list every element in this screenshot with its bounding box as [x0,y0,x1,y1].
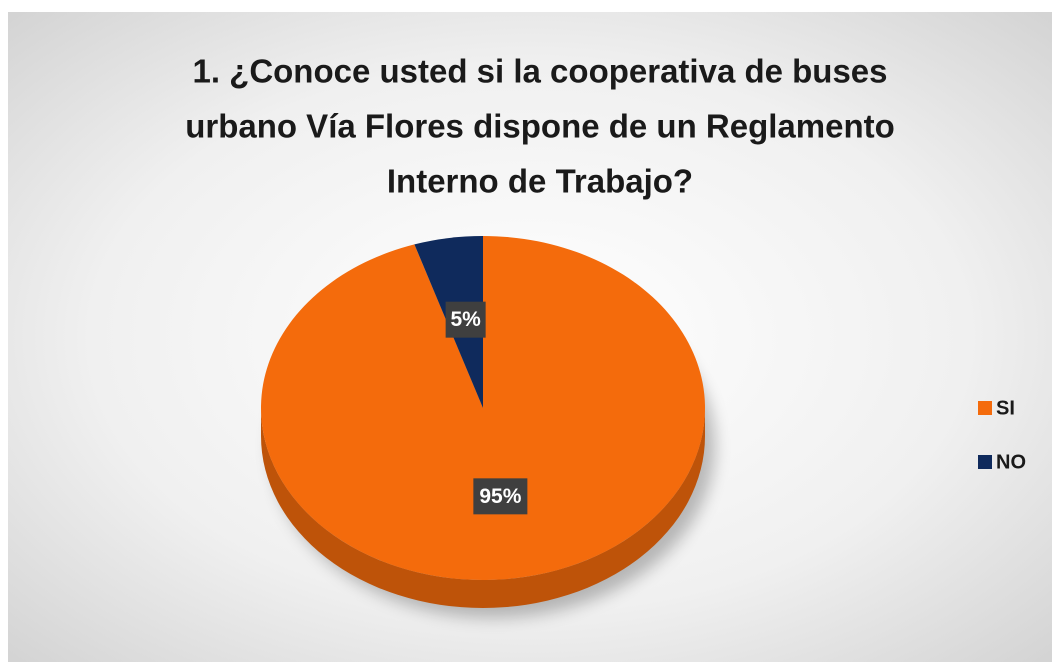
title-line: 1. ¿Conoce usted si la cooperativa de bu… [192,53,887,90]
data-label-box [473,478,528,515]
pie-slice [261,236,706,580]
title-line: Interno de Trabajo? [387,163,693,200]
pie: 95% 5% [261,236,715,618]
legend-label: SI [996,397,1015,419]
pie-side [261,408,705,608]
legend-label: NO [996,451,1026,473]
data-label: 95% [479,485,521,508]
legend: SI NO [978,397,1026,473]
data-label: 5% [450,308,481,331]
legend-swatch [978,455,992,469]
legend-swatch [978,401,992,415]
title-line: urbano Vía Flores dispone de un Reglamen… [185,108,895,145]
chart-title: 1. ¿Conoce usted si la cooperativa de bu… [185,53,895,200]
data-label-box [445,301,486,338]
